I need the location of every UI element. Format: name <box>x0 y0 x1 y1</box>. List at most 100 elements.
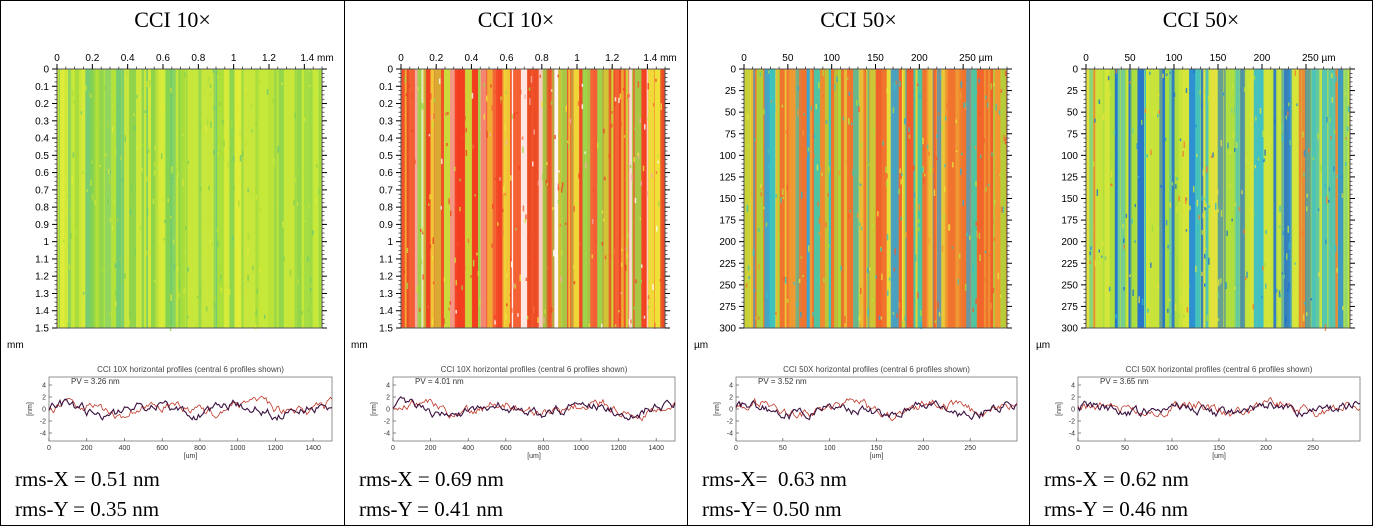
y-tick-label: 1.1 <box>379 254 393 265</box>
profile-y-tick-label: 2 <box>42 395 46 402</box>
y-tick-label: 0.2 <box>379 99 393 110</box>
y-tick-label: 1 <box>387 237 393 248</box>
surface-map-plot: 0 0.2 0.4 0.6 0.8 1 1.2 1.4 mm00.10.20.30.40.50… <box>7 53 334 460</box>
profile-x-tick-label: 800 <box>538 445 550 452</box>
profile-x-tick-label: 400 <box>119 445 131 452</box>
y-tick-label: 200 <box>719 237 736 248</box>
profile-x-tick-label: 600 <box>156 445 168 452</box>
rms-y-value: rms-Y = 0.41 nm <box>359 497 504 521</box>
y-tick-label: 125 <box>719 172 736 183</box>
surface-map-plot: 0 50 100 150 200 250 µm0255075100125150175200… <box>694 53 1018 460</box>
y-tick-label: 225 <box>1061 259 1078 270</box>
profile-x-tick-label: 100 <box>1166 445 1178 452</box>
y-tick-label: 100 <box>719 151 736 162</box>
profile-x-tick-label: 1200 <box>268 445 284 452</box>
y-tick-label: 125 <box>1061 172 1078 183</box>
profile-y-tick-label: -2 <box>40 419 46 426</box>
profile-y-tick-label: -2 <box>1069 419 1075 426</box>
y-tick-label: 0 <box>1072 65 1078 76</box>
y-tick-label: 150 <box>719 194 736 205</box>
profile-y-tick-label: -2 <box>727 419 733 426</box>
y-tick-label: 50 <box>725 108 737 119</box>
profile-x-tick-label: 250 <box>1307 445 1319 452</box>
profile-y-tick-label: 2 <box>386 395 390 402</box>
profile-x-unit: [um] <box>184 453 198 460</box>
left-y-axis: 0 0.1 0.2 0.3 0.4 0.5 0.6 0.7 0.8 0.9 1 1.1 1.2 1.3 1.… <box>7 65 327 351</box>
profile-x-tick-label: 150 <box>1213 445 1225 452</box>
left-y-axis: 0 0.1 0.2 0.3 0.4 0.5 0.6 0.7 0.8 0.9 1 1.1 1.2 1.3 1.… <box>351 65 670 351</box>
profile-trace <box>1077 400 1361 418</box>
profile-plot: CCI 50X horizontal profiles (central 6 p… <box>1056 365 1361 460</box>
profile-y-tick-label: 4 <box>42 383 46 390</box>
x-tick-label: 250 µm <box>959 53 993 64</box>
profile-x-tick-label: 200 <box>425 445 437 452</box>
profile-trace <box>735 399 1018 421</box>
profile-y-unit: [nm] <box>27 402 34 416</box>
x-tick-label: 1 <box>574 53 580 64</box>
panel-cci10x-a: CCI 10× 0 0.2 0.4 0.6 0.8 1 1.2 1.4 mm 0 0.1 0.2 0.… <box>0 0 345 526</box>
panel-cci50x-b: CCI 50× 0 50 100 150 200 250 µm 0 25 50 75 100 125 1… <box>1029 0 1373 526</box>
panel-title: CCI 50× <box>1162 7 1240 32</box>
y-tick-label: 1.1 <box>35 254 49 265</box>
y-tick-label: 0.3 <box>379 116 393 127</box>
profile-y-unit: [nm] <box>714 402 721 416</box>
x-tick-label: 1.4 mm <box>643 53 676 64</box>
panel-title: CCI 10× <box>134 7 211 32</box>
profile-y-tick-label: -4 <box>384 431 390 438</box>
rms-x-value: rms-X= 0.63 nm <box>702 467 847 491</box>
profile-x-tick-label: 600 <box>500 445 512 452</box>
x-tick-label: 0 <box>54 53 60 64</box>
profile-x-tick-label: 0 <box>391 445 395 452</box>
profile-trace <box>1077 396 1361 418</box>
profile-y-tick-label: -4 <box>1069 431 1075 438</box>
y-tick-label: 50 <box>1067 108 1079 119</box>
y-tick-label: 0.4 <box>35 134 49 145</box>
rms-y-value: rms-Y = 0.46 nm <box>1044 497 1189 521</box>
left-y-axis: 0 25 50 75 100 125 150 175 200 225 250 275 300 µm <box>1036 65 1355 351</box>
y-unit-label: mm <box>351 340 368 351</box>
y-tick-label: 1.2 <box>379 272 393 283</box>
y-tick-label: 100 <box>1061 151 1078 162</box>
y-tick-label: 1.4 <box>35 306 49 317</box>
y-tick-label: 0.6 <box>379 168 393 179</box>
profile-y-unit: [nm] <box>1056 402 1063 416</box>
surface-map-plot: 0 0.2 0.4 0.6 0.8 1 1.2 1.4 mm00.10.20.30.40.50… <box>351 53 677 460</box>
y-tick-label: 175 <box>1061 216 1078 227</box>
profile-trace <box>392 398 676 422</box>
x-tick-label: 0.2 <box>429 53 443 64</box>
y-unit-label: µm <box>1036 340 1050 351</box>
y-tick-label: 0.4 <box>379 134 393 145</box>
profile-plot: CCI 50X horizontal profiles (central 6 p… <box>714 365 1018 460</box>
profile-x-tick-label: 1200 <box>611 445 627 452</box>
panel-title: CCI 10× <box>477 7 555 32</box>
panel-cci50x-a: CCI 50× 0 50 100 150 200 250 µm 0 25 50 75 100 125 1… <box>687 0 1030 526</box>
profile-x-tick-label: 200 <box>81 445 93 452</box>
profile-y-unit: [nm] <box>371 402 378 416</box>
profile-y-tick-label: -4 <box>40 431 46 438</box>
y-tick-label: 1.3 <box>35 289 49 300</box>
surface-map-image <box>1086 69 1350 331</box>
x-tick-label: 1.2 <box>605 53 619 64</box>
x-tick-label: 0.2 <box>85 53 99 64</box>
y-tick-label: 0.5 <box>379 151 393 162</box>
x-tick-label: 50 <box>782 53 794 64</box>
profile-title: CCI 50X horizontal profiles (central 6 p… <box>1126 365 1313 374</box>
y-tick-label: 0.9 <box>379 220 393 231</box>
y-tick-label: 1.4 <box>379 306 393 317</box>
x-tick-label: 200 <box>1254 53 1271 64</box>
y-tick-label: 0.7 <box>35 185 49 196</box>
profile-x-tick-label: 150 <box>871 445 883 452</box>
profile-x-tick-label: 1400 <box>648 445 664 452</box>
x-tick-label: 1.4 mm <box>300 53 333 64</box>
profile-y-tick-label: 0 <box>729 407 733 414</box>
y-tick-label: 225 <box>719 259 736 270</box>
profile-y-tick-label: 4 <box>386 383 390 390</box>
y-tick-label: 275 <box>1061 302 1078 313</box>
x-tick-label: 1 <box>231 53 237 64</box>
panel-title: CCI 50× <box>820 7 897 32</box>
pv-value: PV = 3.65 nm <box>1100 377 1149 386</box>
x-tick-label: 0 <box>1083 53 1089 64</box>
profile-y-tick-label: 0 <box>386 407 390 414</box>
x-tick-label: 1.2 <box>262 53 276 64</box>
